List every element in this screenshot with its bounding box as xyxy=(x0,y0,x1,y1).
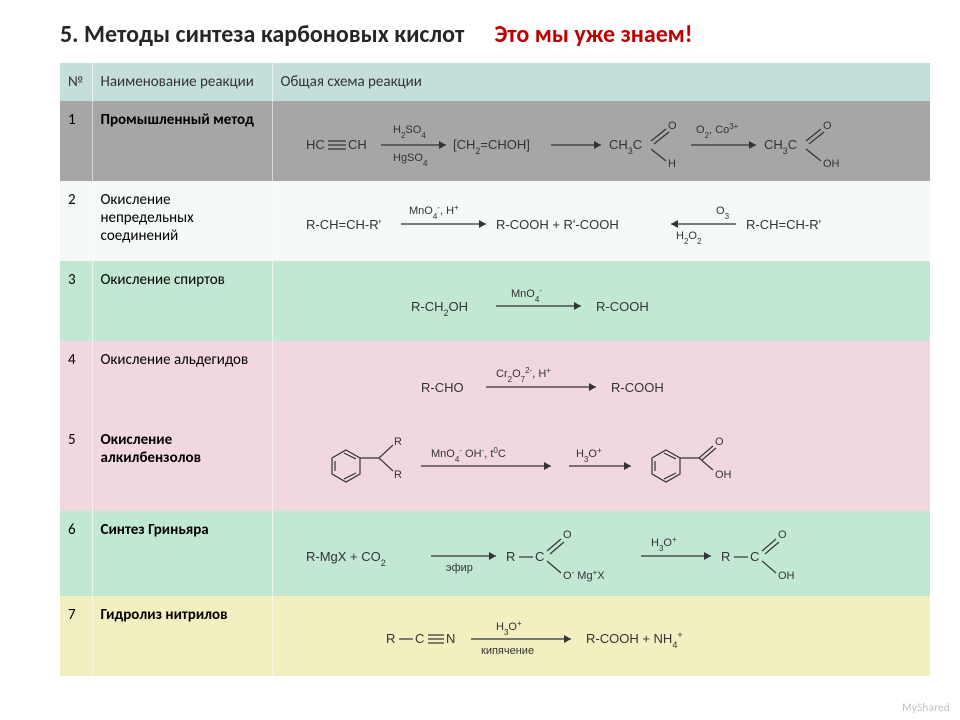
svg-text:HgSO4: HgSO4 xyxy=(393,152,428,168)
row-scheme: R-CH2OH MnO4- R-COOH xyxy=(272,261,930,341)
scheme-alcohol: R-CH2OH MnO4- R-COOH xyxy=(401,279,801,324)
table-row: 5 Окисление алкилбензолов xyxy=(60,421,930,511)
scheme-aldehyde: R-CHO Cr2O72-, H+ R-COOH xyxy=(401,357,801,405)
svg-text:CH: CH xyxy=(348,137,367,152)
svg-text:R-CH=CH-R': R-CH=CH-R' xyxy=(306,217,381,232)
svg-text:O: O xyxy=(715,436,724,448)
svg-text:R-COOH: R-COOH xyxy=(596,299,649,314)
svg-text:MnO4- OH-, t0C: MnO4- OH-, t0C xyxy=(431,446,506,464)
svg-text:H: H xyxy=(668,158,676,170)
svg-text:R-MgX + CO2: R-MgX + CO2 xyxy=(306,549,386,568)
table-row: 7 Гидролиз нитрилов R C N H3O+ xyxy=(60,596,930,676)
svg-text:O: O xyxy=(563,529,572,541)
row-name: Окисление спиртов xyxy=(92,261,272,341)
row-scheme: R C N H3O+ кипячение R-COOH + NH4+ xyxy=(272,596,930,676)
svg-text:MnO4-: MnO4- xyxy=(511,285,542,303)
slide-container: 5. Методы синтеза карбоновых кислот Это … xyxy=(0,0,960,720)
slide-note: Это мы уже знаем! xyxy=(494,20,692,49)
svg-text:H3O+: H3O+ xyxy=(651,535,677,553)
scheme-industrial: HC CH H2SO4 HgSO4 [CH2=CHOH] xyxy=(301,111,901,171)
svg-text:R: R xyxy=(386,631,395,646)
svg-text:H3O+: H3O+ xyxy=(576,446,602,464)
row-name: Синтез Гриньяра xyxy=(92,511,272,596)
row-num: 1 xyxy=(60,101,92,181)
svg-text:[CH2=CHOH]: [CH2=CHOH] xyxy=(453,137,530,156)
table-row: 6 Синтез Гриньяра R-MgX + CO2 эфир R C xyxy=(60,511,930,596)
table-header-row: № Наименование реакции Общая схема реакц… xyxy=(60,63,930,101)
row-name: Окисление алкилбензолов xyxy=(92,421,272,511)
svg-text:C: C xyxy=(750,549,759,564)
svg-text:O- Mg+X: O- Mg+X xyxy=(563,568,605,583)
row-scheme: R R MnO4- OH-, t0C H3O+ xyxy=(272,421,930,511)
row-num: 5 xyxy=(60,421,92,511)
svg-text:CH3C: CH3C xyxy=(764,137,797,156)
svg-text:R: R xyxy=(394,469,402,481)
table-row: 4 Окисление альдегидов R-CHO Cr2O72-, H+… xyxy=(60,341,930,421)
title-row: 5. Методы синтеза карбоновых кислот Это … xyxy=(60,20,930,49)
svg-text:O2, Co3+: O2, Co3+ xyxy=(696,122,739,140)
table-row: 2 Окисление непредельных соединений R-CH… xyxy=(60,181,930,261)
svg-text:R-CH2OH: R-CH2OH xyxy=(411,299,468,318)
svg-text:R: R xyxy=(394,436,402,448)
row-name: Промышленный метод xyxy=(92,101,272,181)
row-scheme: HC CH H2SO4 HgSO4 [CH2=CHOH] xyxy=(272,101,930,181)
row-name: Окисление альдегидов xyxy=(92,341,272,421)
svg-text:эфир: эфир xyxy=(446,562,473,574)
scheme-grignard: R-MgX + CO2 эфир R C O O- Mg+X xyxy=(301,521,901,586)
row-num: 7 xyxy=(60,596,92,676)
svg-text:OH: OH xyxy=(823,158,840,170)
svg-text:кипячение: кипячение xyxy=(481,645,534,657)
svg-text:O: O xyxy=(778,529,787,541)
svg-text:R-CHO: R-CHO xyxy=(421,380,464,395)
svg-text:CH3C: CH3C xyxy=(609,137,642,156)
row-scheme: R-CH=CH-R' MnO4-, H+ R-COOH + R'-COOH O3… xyxy=(272,181,930,261)
svg-text:H2O2: H2O2 xyxy=(676,230,702,246)
svg-text:OH: OH xyxy=(715,469,732,481)
svg-text:R: R xyxy=(506,549,515,564)
row-num: 6 xyxy=(60,511,92,596)
header-scheme: Общая схема реакции xyxy=(272,63,930,101)
svg-text:O3: O3 xyxy=(716,205,730,221)
row-scheme: R-CHO Cr2O72-, H+ R-COOH xyxy=(272,341,930,421)
scheme-alkylbenzene: R R MnO4- OH-, t0C H3O+ xyxy=(321,431,881,501)
svg-text:R: R xyxy=(721,549,730,564)
svg-text:R-COOH + R'-COOH: R-COOH + R'-COOH xyxy=(496,217,619,232)
row-scheme: R-MgX + CO2 эфир R C O O- Mg+X xyxy=(272,511,930,596)
watermark: MyShared xyxy=(902,701,950,714)
svg-text:Cr2O72-, H+: Cr2O72-, H+ xyxy=(496,366,551,384)
slide-title: 5. Методы синтеза карбоновых кислот xyxy=(60,20,464,49)
scheme-nitrile: R C N H3O+ кипячение R-COOH + NH4+ xyxy=(371,611,831,661)
row-num: 4 xyxy=(60,341,92,421)
svg-text:R-CH=CH-R': R-CH=CH-R' xyxy=(746,217,821,232)
svg-text:H3O+: H3O+ xyxy=(496,619,522,637)
svg-text:C: C xyxy=(535,549,544,564)
svg-text:R-COOH + NH4+: R-COOH + NH4+ xyxy=(586,630,683,650)
svg-text:C: C xyxy=(415,631,424,646)
row-name: Окисление непредельных соединений xyxy=(92,181,272,261)
svg-text:O: O xyxy=(823,120,832,132)
header-name: Наименование реакции xyxy=(92,63,272,101)
table-row: 3 Окисление спиртов R-CH2OH MnO4- R-COOH xyxy=(60,261,930,341)
row-name: Гидролиз нитрилов xyxy=(92,596,272,676)
svg-text:R-COOH: R-COOH xyxy=(611,380,664,395)
svg-text:MnO4-, H+: MnO4-, H+ xyxy=(409,202,459,220)
svg-text:O: O xyxy=(668,120,677,132)
svg-text:OH: OH xyxy=(778,570,795,582)
svg-text:HC: HC xyxy=(306,137,325,152)
row-num: 2 xyxy=(60,181,92,261)
scheme-unsaturated: R-CH=CH-R' MnO4-, H+ R-COOH + R'-COOH O3… xyxy=(301,194,901,249)
table-row: 1 Промышленный метод HC CH H2SO4 xyxy=(60,101,930,181)
svg-text:H2SO4: H2SO4 xyxy=(393,124,426,140)
row-num: 3 xyxy=(60,261,92,341)
header-num: № xyxy=(60,63,92,101)
svg-text:N: N xyxy=(446,631,455,646)
synthesis-table: № Наименование реакции Общая схема реакц… xyxy=(60,63,930,676)
